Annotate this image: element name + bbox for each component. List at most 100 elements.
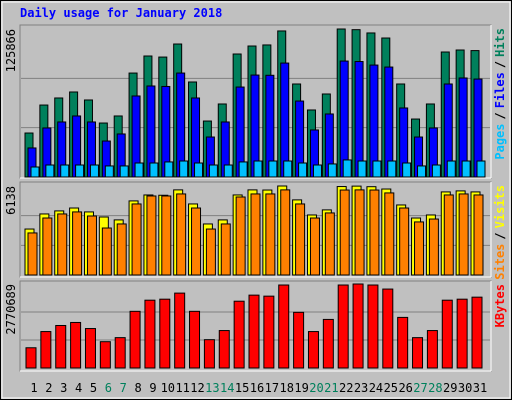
y-tick-label: 125866 [4, 29, 18, 72]
bar [89, 164, 99, 178]
bar [382, 288, 394, 369]
bar [280, 189, 291, 276]
bar [278, 284, 290, 369]
bar [342, 159, 352, 178]
legend-entry: KBytes [493, 284, 507, 327]
x-tick-label: 11 [175, 381, 189, 395]
bar [253, 160, 263, 178]
legend-entry: Files [493, 72, 507, 108]
bar [114, 337, 126, 369]
bar [203, 339, 215, 369]
bar [265, 193, 276, 276]
bar [387, 160, 397, 178]
x-tick-label: 6 [105, 381, 112, 395]
bar [352, 283, 364, 369]
bar [283, 160, 293, 178]
bar [412, 337, 424, 369]
bar [86, 215, 97, 276]
bar [298, 162, 308, 178]
bar [397, 316, 409, 369]
bar [191, 207, 202, 276]
bar [134, 162, 144, 178]
bar [119, 165, 129, 178]
x-tick-label: 20 [309, 381, 323, 395]
bar [443, 194, 454, 276]
bar [57, 213, 68, 276]
x-tick-label: 21 [324, 381, 338, 395]
bar [309, 217, 320, 276]
bar [322, 318, 334, 369]
bar [72, 211, 83, 276]
bar [402, 162, 412, 178]
bar [372, 160, 382, 178]
bar [369, 189, 380, 276]
bar [399, 207, 410, 276]
x-tick-label: 26 [398, 381, 412, 395]
x-tick-label: 31 [473, 381, 487, 395]
bar [339, 189, 350, 276]
bar [312, 164, 322, 178]
x-tick-label: 19 [294, 381, 308, 395]
bar [101, 227, 112, 276]
legend: KBytes [493, 284, 507, 327]
x-tick-label: 16 [250, 381, 264, 395]
bar [129, 310, 141, 369]
legend: Sites / Visits [493, 185, 507, 280]
bar [164, 161, 174, 178]
bar [176, 193, 187, 276]
x-tick-label: 12 [190, 381, 204, 395]
legend-separator: / [493, 232, 507, 239]
bar [295, 203, 306, 276]
bar [235, 196, 246, 276]
bar [324, 212, 335, 276]
bar [84, 328, 96, 369]
bar [159, 298, 171, 369]
bar [263, 295, 275, 369]
bar [220, 223, 231, 276]
bar [30, 166, 40, 178]
bar [45, 164, 55, 178]
x-tick-label: 24 [369, 381, 383, 395]
x-tick-label: 1 [30, 381, 37, 395]
legend-entry: Sites [493, 244, 507, 280]
x-tick-label: 9 [149, 381, 156, 395]
bar [431, 164, 441, 178]
bar [55, 324, 67, 369]
bar [441, 299, 453, 369]
bar [250, 193, 261, 276]
bar [354, 189, 365, 276]
bar [189, 310, 201, 369]
bar [458, 193, 469, 276]
bar [116, 223, 127, 276]
bar [149, 162, 159, 178]
x-tick-label: 15 [235, 381, 249, 395]
bar [327, 163, 337, 178]
bar [307, 331, 319, 369]
bar [354, 61, 364, 178]
x-tick-label: 2 [45, 381, 52, 395]
bar [205, 228, 216, 276]
x-tick-label: 5 [90, 381, 97, 395]
x-tick-label: 28 [428, 381, 442, 395]
bar [174, 292, 186, 369]
x-tick-label: 17 [265, 381, 279, 395]
x-tick-label: 22 [339, 381, 353, 395]
bar [238, 161, 248, 178]
bar [60, 164, 70, 178]
bar [369, 64, 379, 178]
x-tick-label: 30 [458, 381, 472, 395]
bar [461, 160, 471, 178]
legend-separator: / [493, 112, 507, 119]
legend: Pages / Files / Hits [493, 28, 507, 160]
legend-entry: Visits [493, 185, 507, 228]
bar [337, 284, 349, 369]
x-tick-label: 8 [134, 381, 141, 395]
bar [456, 298, 468, 369]
bar [144, 299, 156, 369]
legend-entry: Hits [493, 28, 507, 57]
x-tick-label: 18 [280, 381, 294, 395]
bar [268, 160, 278, 178]
bar [99, 341, 111, 369]
